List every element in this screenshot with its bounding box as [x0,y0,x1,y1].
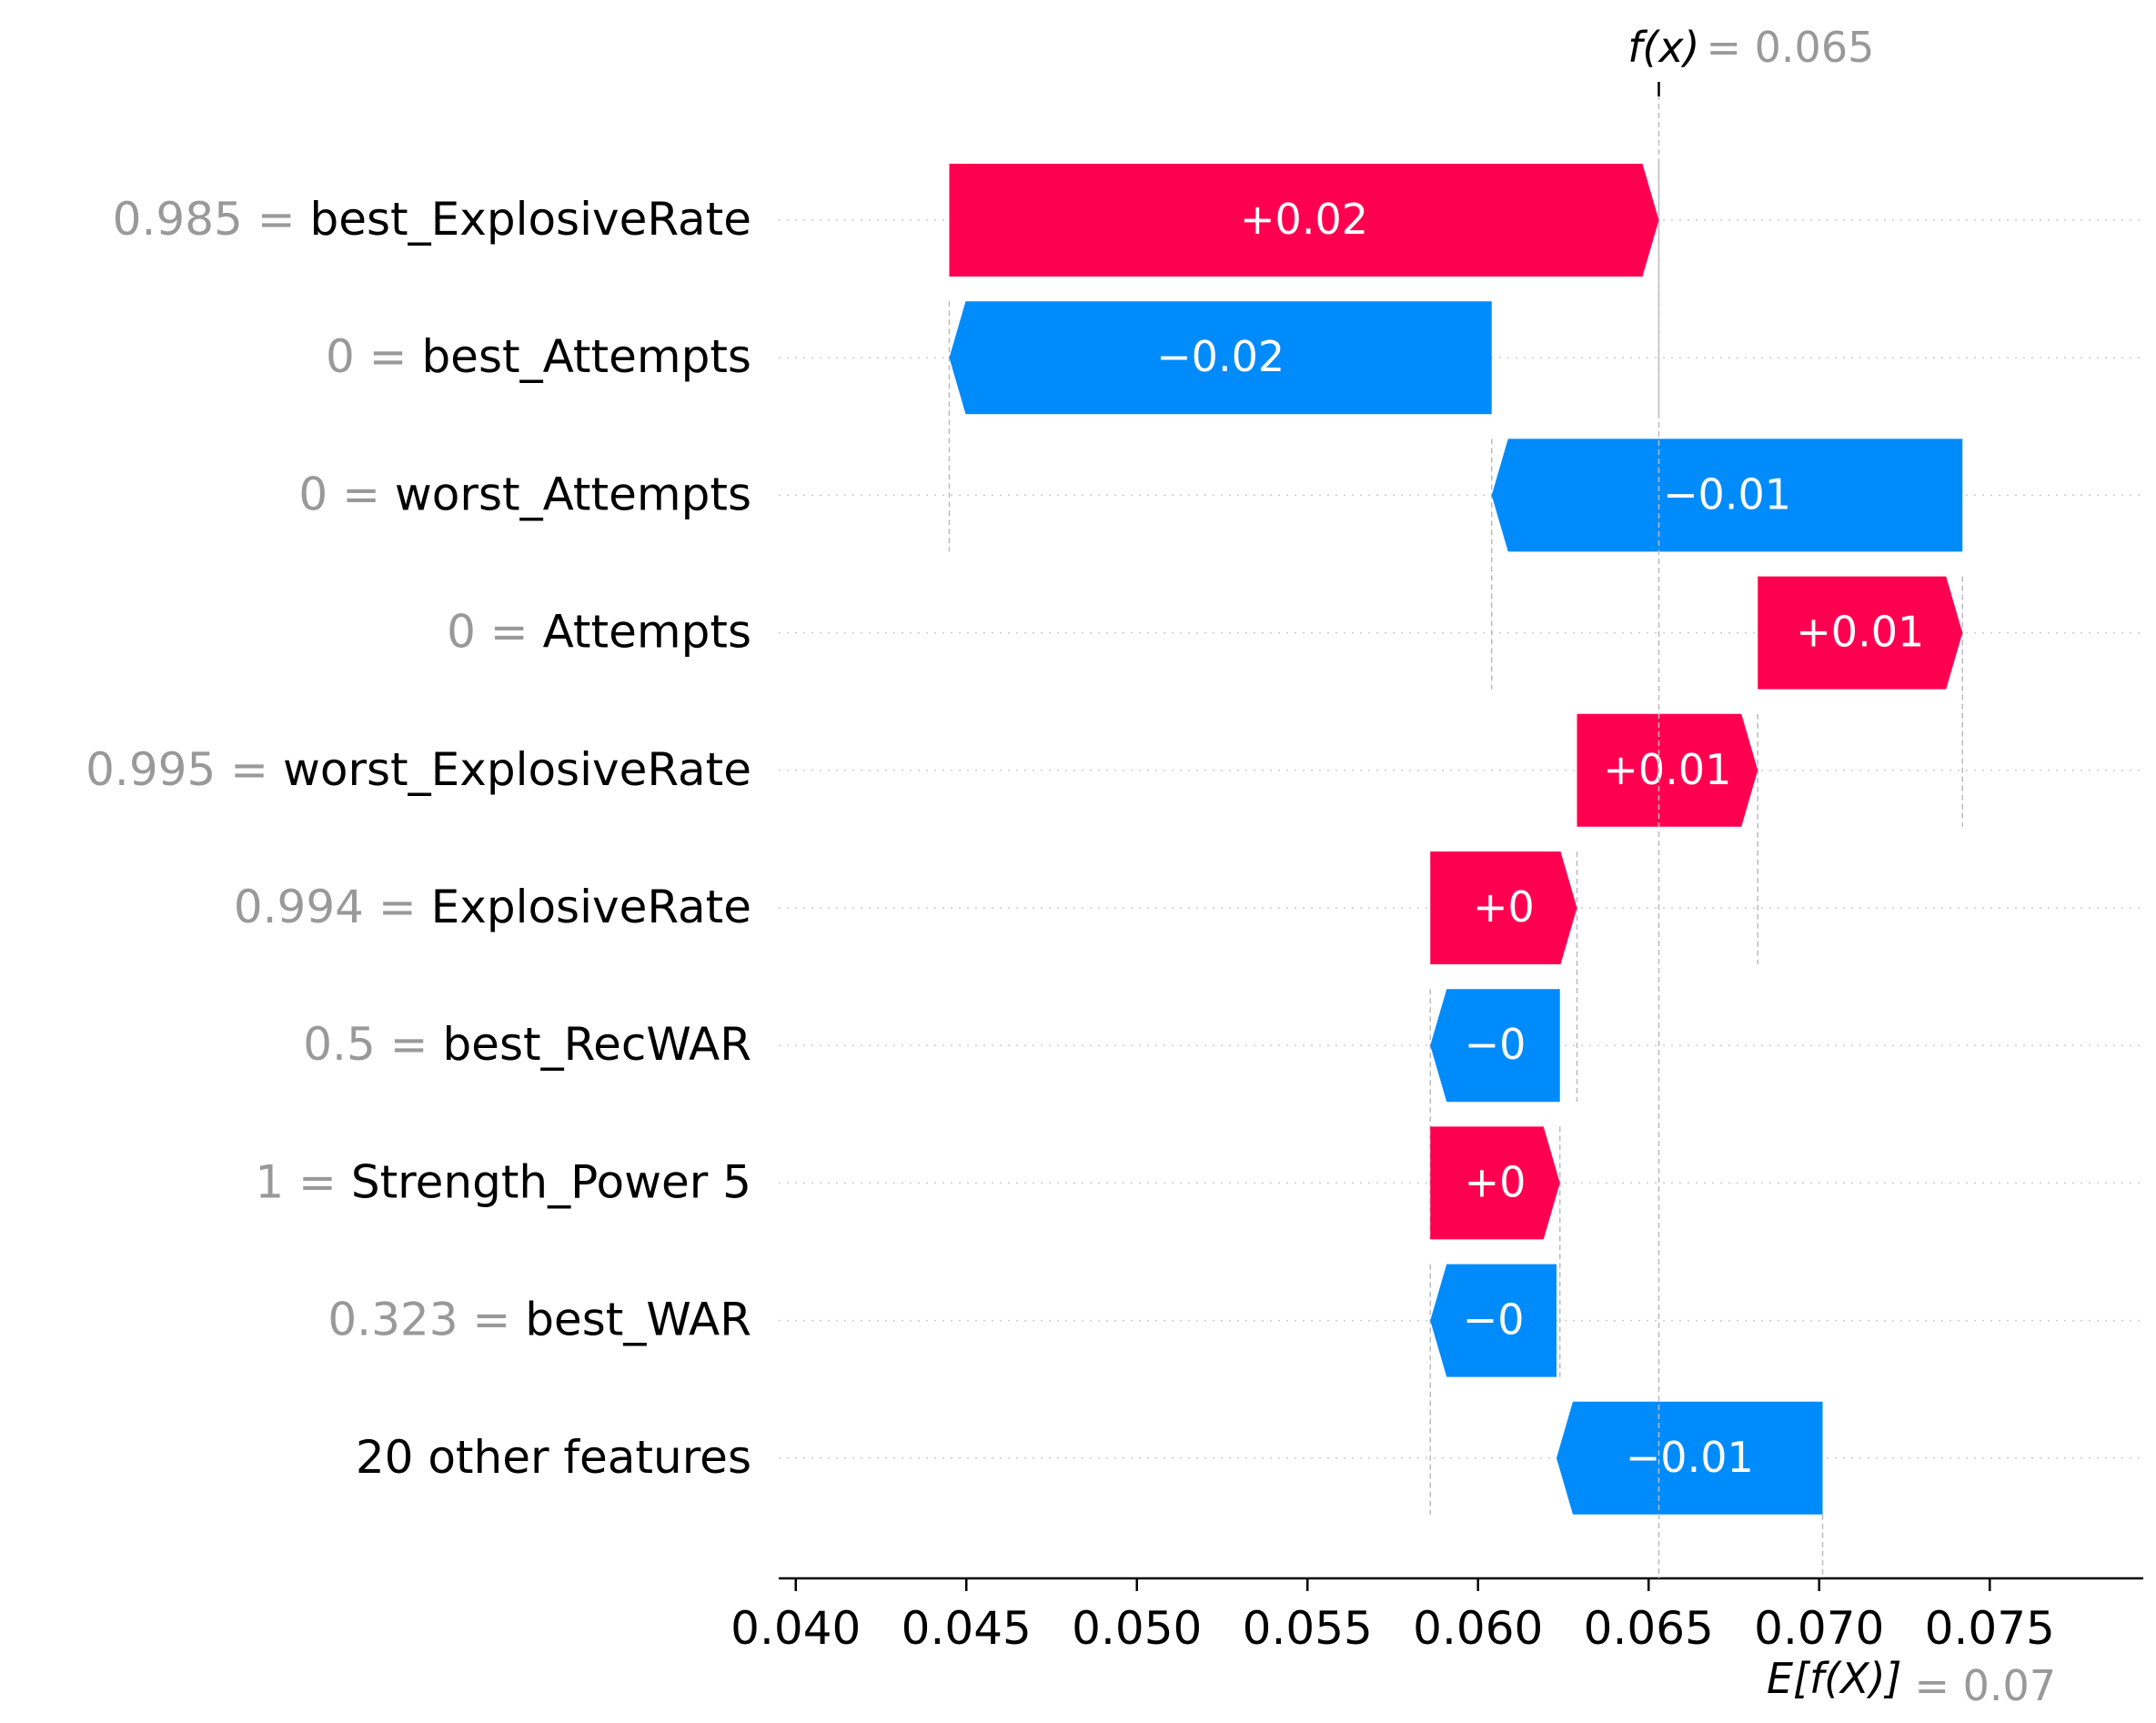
feature-value: 0 = [447,606,543,659]
x-tick-label: 0.040 [730,1602,861,1655]
feature-label: 0.5 = best_RecWAR [303,1018,751,1071]
x-axis: 0.040 0.045 0.050 0.055 0.060 0.065 0.070 0.075 [730,1577,2143,1655]
feature-label: 0.985 = best_ExplosiveRate [113,193,751,246]
x-tick-label: 0.065 [1584,1602,1714,1655]
feature-label: 20 other features [356,1431,751,1484]
feature-value: 0.5 = [303,1018,442,1071]
bar-value-label: +0 [1473,882,1535,932]
feature-value: 1 = [255,1155,351,1208]
feature-label: 0.995 = worst_ExplosiveRate [86,743,751,796]
negative-bar [1557,1401,1823,1515]
feature-name: best_Attempts [421,330,751,383]
positive-bar [1430,851,1577,964]
x-tick-label: 0.075 [1925,1602,2055,1655]
expected-value-value: = 0.07 [1915,1661,2057,1710]
fx-label: f(x) [1627,23,1699,72]
feature-value: 0 = [326,330,422,383]
expected-value-annotation: E[f(X)] = 0.07 [1767,1514,2057,1710]
feature-name: best_RecWAR [442,1018,751,1071]
negative-bar [1430,989,1560,1103]
feature-label: 0 = best_Attempts [326,330,751,383]
bar-value-label: −0 [1465,1020,1526,1069]
feature-labels: 0.985 = best_ExplosiveRate 0 = best_Attem… [86,193,751,1484]
feature-label: 0.323 = best_WAR [327,1294,751,1346]
bar-value-label: +0.01 [1796,608,1924,657]
bars: +0.02 −0.02 −0.01 +0.01 +0.01 +0 −0 +0 −0 −0.01 [949,164,1963,1515]
negative-bar [1491,438,1963,552]
bar-value-label: +0.02 [1240,195,1368,244]
fx-annotation: f(x) = 0.065 [1627,23,1874,1578]
x-tick-label: 0.050 [1072,1602,1202,1655]
feature-name: Attempts [543,606,751,659]
bar-value-label: −0.01 [1626,1433,1754,1482]
feature-name: best_ExplosiveRate [310,193,752,246]
feature-label: 0 = Attempts [447,606,751,659]
feature-value: 0.994 = [234,881,431,933]
bar-value-label: −0.02 [1156,332,1285,381]
feature-name: worst_ExplosiveRate [283,743,751,796]
feature-name: best_WAR [525,1294,751,1346]
feature-name: Strength_Power 5 [351,1155,751,1208]
positive-bar [1577,713,1758,827]
expected-value-label: E[f(X)] [1767,1654,1902,1703]
feature-value: 0.995 = [86,743,283,796]
feature-label: 1 = Strength_Power 5 [255,1155,751,1208]
feature-value: 0.323 = [327,1294,525,1346]
bar-value-label: +0.01 [1603,745,1731,794]
negative-bar [949,301,1492,415]
x-tick-label: 0.070 [1754,1602,1884,1655]
feature-name: worst_Attempts [395,468,751,520]
feature-name: 20 other features [356,1431,751,1484]
feature-value: 0 = [298,468,395,520]
negative-bar [1430,1264,1557,1377]
bar-value-label: −0 [1463,1295,1525,1345]
bar-value-label: +0 [1465,1157,1526,1206]
x-tick-label: 0.060 [1413,1602,1543,1655]
feature-label: 0 = worst_Attempts [298,468,751,520]
positive-bar [949,164,1659,277]
fx-value: = 0.065 [1707,23,1875,72]
feature-label: 0.994 = ExplosiveRate [234,881,751,933]
x-tick-label: 0.045 [902,1602,1032,1655]
bar-value-label: −0.01 [1663,469,1791,519]
feature-name: ExplosiveRate [431,881,751,933]
feature-value: 0.985 = [113,193,310,246]
positive-bar [1758,576,1963,690]
positive-bar [1430,1126,1560,1240]
x-tick-label: 0.055 [1243,1602,1373,1655]
